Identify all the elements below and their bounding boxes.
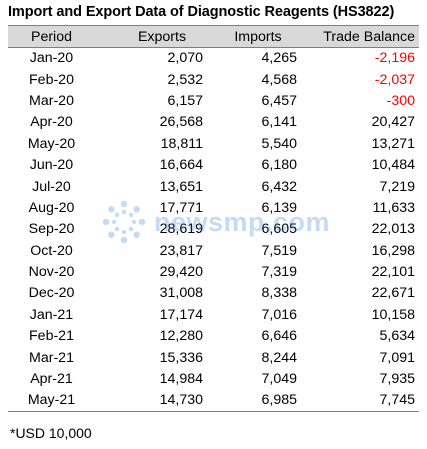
cell-imports: 8,244	[261, 349, 297, 366]
table-header: Period Exports Imports Trade Balance	[8, 25, 419, 48]
cell-trade-balance: 10,158	[371, 306, 415, 323]
cell-trade-balance: 7,219	[379, 178, 415, 195]
cell-trade-balance: -2,196	[374, 50, 415, 67]
table-row: May-21 14,730 6,985 7,745	[8, 389, 419, 412]
cell-period: Apr-21	[30, 371, 73, 388]
cell-period: Aug-20	[28, 199, 75, 216]
table-title: Import and Export Data of Diagnostic Rea…	[8, 4, 395, 20]
cell-trade-balance: 16,298	[371, 242, 415, 259]
cell-trade-balance: 20,427	[371, 114, 415, 131]
cell-trade-balance: 7,091	[379, 349, 415, 366]
cell-exports: 23,817	[159, 242, 203, 259]
table-row: Sep-20 28,619 6,605 22,013	[8, 219, 419, 240]
cell-trade-balance: 5,634	[379, 328, 415, 345]
table-row: Aug-20 17,771 6,139 11,633	[8, 197, 419, 218]
cell-exports: 2,070	[167, 50, 203, 67]
cell-trade-balance: 7,935	[379, 371, 415, 388]
table-row: Jul-20 13,651 6,432 7,219	[8, 176, 419, 197]
cell-period: Jul-20	[32, 178, 71, 195]
cell-exports: 16,664	[159, 157, 203, 174]
table-row: Mar-21 15,336 8,244 7,091	[8, 347, 419, 368]
trade-data-table: Period Exports Imports Trade Balance Jan…	[8, 25, 419, 412]
cell-period: Mar-21	[29, 349, 74, 366]
table-row: Oct-20 23,817 7,519 16,298	[8, 240, 419, 261]
column-header-period: Period	[8, 25, 95, 48]
cell-imports: 6,646	[261, 328, 297, 345]
cell-period: Feb-20	[29, 71, 74, 88]
cell-period: Jan-21	[29, 306, 74, 323]
cell-exports: 6,157	[167, 92, 203, 109]
cell-exports: 15,336	[159, 349, 203, 366]
cell-imports: 6,180	[261, 157, 297, 174]
cell-trade-balance: 22,101	[371, 264, 415, 281]
cell-exports: 18,811	[160, 135, 203, 152]
cell-trade-balance: 22,013	[371, 221, 415, 238]
header-row: Period Exports Imports Trade Balance	[8, 25, 419, 48]
cell-imports: 8,338	[261, 285, 297, 302]
table-row: Jun-20 16,664 6,180 10,484	[8, 154, 419, 175]
unit-footnote: *USD 10,000	[10, 425, 92, 441]
column-header-trade-balance: Trade Balance	[301, 25, 419, 48]
cell-trade-balance: 10,484	[371, 157, 415, 174]
cell-period: Dec-20	[28, 285, 75, 302]
cell-exports: 13,651	[159, 178, 203, 195]
table-row: Apr-20 26,568 6,141 20,427	[8, 112, 419, 133]
cell-imports: 6,432	[261, 178, 297, 195]
cell-imports: 6,141	[261, 114, 297, 131]
cell-exports: 2,532	[167, 71, 203, 88]
column-header-imports: Imports	[207, 25, 301, 48]
cell-imports: 5,540	[261, 135, 297, 152]
cell-imports: 6,139	[261, 199, 297, 216]
cell-exports: 17,771	[159, 199, 203, 216]
cell-trade-balance: 13,271	[371, 135, 415, 152]
table-row: Feb-20 2,532 4,568 -2,037	[8, 69, 419, 90]
column-header-exports: Exports	[95, 25, 207, 48]
cell-exports: 17,174	[159, 306, 203, 323]
table-row: Jan-20 2,070 4,265 -2,196	[8, 48, 419, 69]
cell-imports: 6,457	[261, 92, 297, 109]
cell-period: Oct-20	[30, 242, 73, 259]
cell-trade-balance: -300	[386, 92, 415, 109]
cell-imports: 7,319	[261, 264, 297, 281]
cell-imports: 4,568	[261, 71, 297, 88]
cell-period: May-21	[8, 389, 95, 412]
cell-period: Feb-21	[29, 328, 74, 345]
cell-exports: 14,984	[159, 371, 203, 388]
table-row: Nov-20 29,420 7,319 22,101	[8, 261, 419, 282]
table-row: Mar-20 6,157 6,457 -300	[8, 90, 419, 111]
cell-imports: 7,049	[261, 371, 297, 388]
cell-imports: 6,605	[261, 221, 297, 238]
table-row: Feb-21 12,280 6,646 5,634	[8, 326, 419, 347]
cell-period: Sep-20	[28, 221, 75, 238]
cell-period: Mar-20	[29, 92, 74, 109]
cell-trade-balance: 7,745	[301, 389, 419, 412]
cell-exports: 26,568	[159, 114, 203, 131]
cell-imports: 4,265	[261, 50, 297, 67]
table-row: Apr-21 14,984 7,049 7,935	[8, 368, 419, 389]
cell-exports: 14,730	[95, 389, 207, 412]
cell-trade-balance: 22,671	[371, 285, 415, 302]
table-row: May-20 18,811 5,540 13,271	[8, 133, 419, 154]
cell-period: Jun-20	[29, 157, 74, 174]
cell-exports: 29,420	[159, 264, 203, 281]
cell-trade-balance: -2,037	[374, 71, 415, 88]
cell-trade-balance: 11,633	[372, 199, 415, 216]
cell-period: Jan-20	[29, 50, 74, 67]
cell-exports: 31,008	[159, 285, 203, 302]
cell-imports: 7,519	[261, 242, 297, 259]
cell-exports: 12,280	[159, 328, 203, 345]
table-row: Dec-20 31,008 8,338 22,671	[8, 283, 419, 304]
cell-imports: 7,016	[261, 306, 297, 323]
cell-period: Nov-20	[28, 264, 75, 281]
cell-imports: 6,985	[207, 389, 301, 412]
cell-period: Apr-20	[30, 114, 73, 131]
table-body: Jan-20 2,070 4,265 -2,196 Feb-20 2,532 4,568 -2…	[8, 48, 419, 412]
cell-exports: 28,619	[159, 221, 203, 238]
cell-period: May-20	[27, 135, 76, 152]
table-row: Jan-21 17,174 7,016 10,158	[8, 304, 419, 325]
